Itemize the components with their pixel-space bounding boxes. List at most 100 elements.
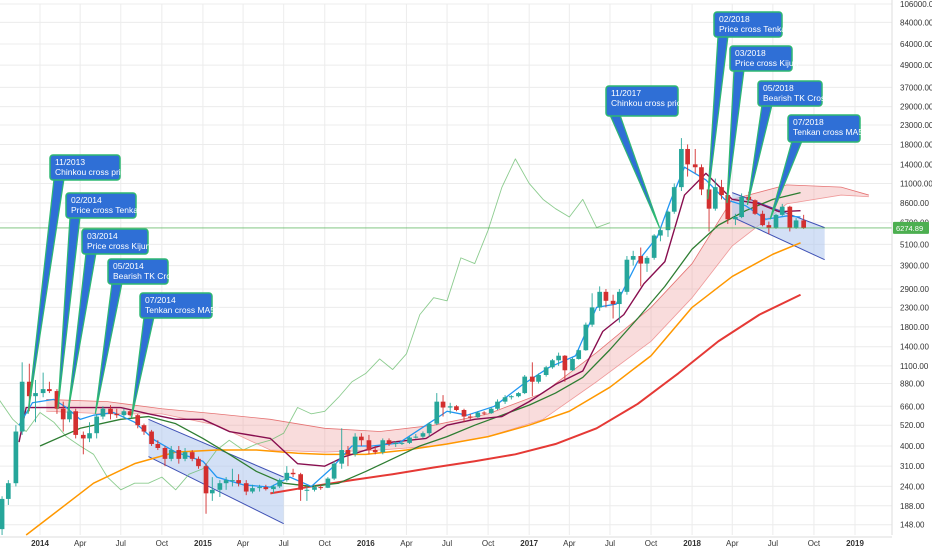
candle-body [739, 196, 744, 218]
candle-body [345, 450, 351, 455]
candle-body [638, 256, 644, 264]
candle-body [529, 376, 535, 382]
candle [651, 234, 657, 260]
candle [263, 484, 269, 491]
candle-body [420, 433, 426, 437]
candle [366, 434, 372, 455]
candle-body [407, 437, 412, 443]
candle [543, 365, 549, 377]
candle [108, 405, 113, 420]
candle [372, 445, 378, 455]
candle [434, 393, 440, 426]
annotation-label: Bearish TK Cross [763, 93, 829, 103]
candle-body [522, 376, 528, 394]
candle-body [550, 360, 555, 368]
candle-body [779, 206, 785, 215]
candle-body [60, 408, 66, 420]
last-price-value: 6274.89 [896, 224, 923, 233]
y-tick-label: 240.00 [900, 482, 925, 491]
candle [331, 461, 337, 481]
candle-body [481, 412, 487, 414]
candle [19, 362, 25, 435]
candle [426, 422, 432, 437]
candle [284, 466, 290, 482]
candle [127, 409, 133, 417]
y-tick-label: 1100.00 [900, 362, 929, 371]
candle [162, 445, 168, 467]
annotation-box [713, 11, 783, 38]
candle-body [250, 488, 255, 492]
candle-body [108, 408, 113, 414]
candle [189, 450, 195, 462]
candle-body [658, 230, 663, 236]
candle-body [603, 291, 609, 301]
candle [290, 468, 296, 478]
candle-body [100, 408, 106, 417]
candle [597, 286, 603, 311]
candle [488, 407, 494, 414]
candle [243, 480, 249, 496]
candle-body [386, 440, 392, 445]
candle-body [393, 443, 399, 445]
candle-body [87, 433, 92, 439]
candle [393, 441, 399, 447]
candle [719, 179, 724, 200]
candle-body [380, 440, 386, 453]
annotation-box [107, 258, 169, 285]
annotation-box [49, 154, 121, 181]
x-tick-label: Jul [768, 539, 778, 548]
x-tick-label: Jul [605, 539, 615, 548]
x-tick-label: Jul [279, 539, 289, 548]
candle-body [570, 358, 575, 371]
x-tick-label: 2014 [31, 539, 49, 548]
candle [692, 148, 698, 174]
candle-body [616, 291, 622, 305]
annotation-label: Tenkan cross MA50 [793, 127, 868, 137]
candle [461, 408, 467, 423]
candle [40, 372, 46, 398]
annotation-box [139, 292, 213, 319]
candle [345, 445, 351, 467]
candle-body [692, 164, 698, 168]
annotation-date: 07/2014 [145, 295, 176, 305]
annotation-box [65, 192, 137, 219]
y-tick-label: 188.00 [900, 502, 925, 511]
candle [47, 381, 52, 394]
candle [94, 413, 100, 439]
candle-body [665, 211, 671, 231]
x-tick-label: Oct [645, 539, 658, 548]
candle-body [543, 367, 549, 375]
candle [250, 484, 255, 494]
candle-body [725, 195, 731, 220]
candle-body [114, 413, 120, 416]
annotation-date: 02/2014 [71, 195, 102, 205]
candle-body [54, 391, 60, 409]
candle-body [196, 458, 201, 467]
candle [516, 392, 521, 398]
x-tick-label: Oct [319, 539, 332, 548]
candle [0, 496, 5, 535]
annotation-label: Price cross Kijun [735, 58, 799, 68]
candle-body [712, 187, 718, 209]
candle [155, 440, 161, 451]
candle [644, 256, 650, 272]
candle-body [0, 498, 5, 530]
candle [304, 486, 310, 501]
y-tick-label: 84000.00 [900, 18, 932, 27]
candle [475, 411, 481, 418]
candle-body [508, 396, 514, 398]
annotation-box [757, 80, 823, 107]
candle-body [399, 442, 405, 444]
x-tick-label: Oct [156, 539, 169, 548]
candle [536, 373, 541, 384]
candle-body [339, 450, 345, 464]
candle-body [699, 167, 704, 190]
y-tick-label: 106000.00 [900, 0, 932, 9]
